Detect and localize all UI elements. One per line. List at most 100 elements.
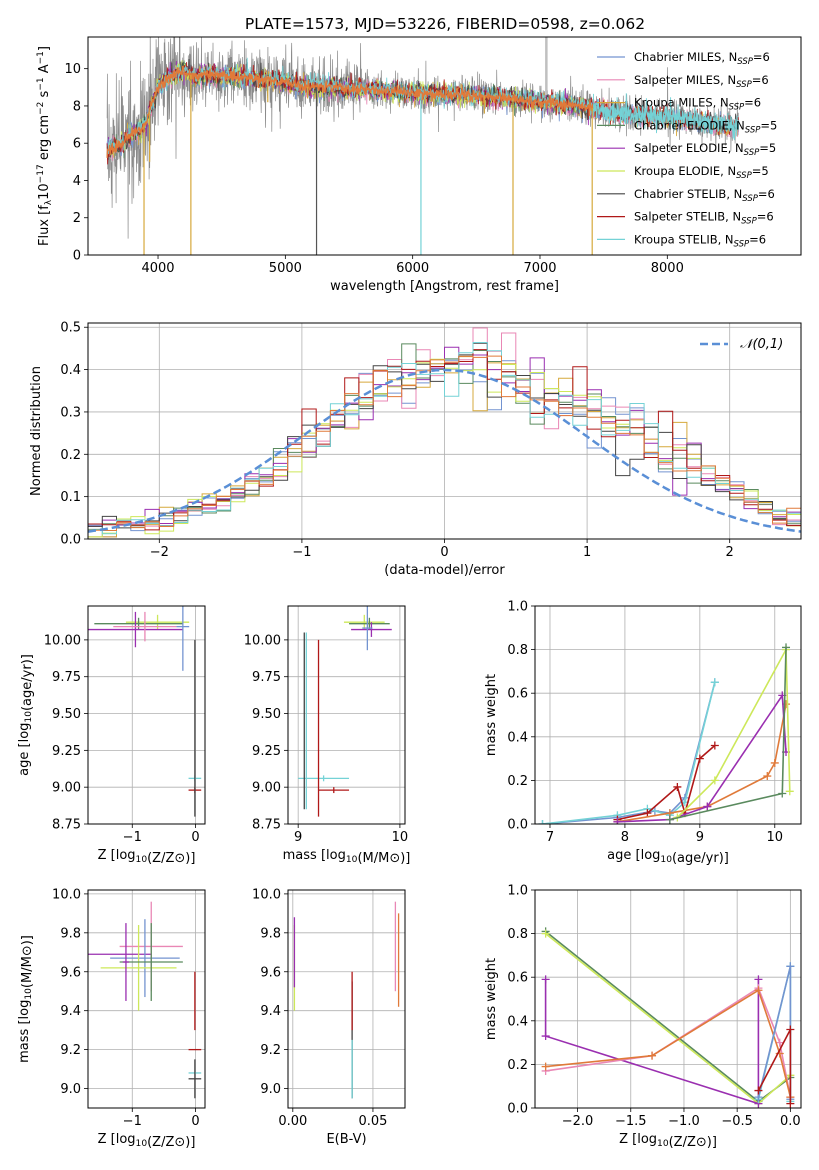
- data-point-marker: [754, 1086, 763, 1095]
- x-tick-label: −0.5: [721, 1114, 753, 1129]
- y-tick-label: 0.0: [507, 1102, 528, 1117]
- mass-weight-line: [676, 646, 791, 819]
- x-tick-label: 0.00: [278, 1114, 307, 1129]
- y-tick-label: 8: [73, 99, 81, 114]
- data-point-marker: [782, 643, 791, 652]
- histogram-step-salpeter_stelib: [88, 349, 801, 531]
- y-tick-label: 0.8: [507, 643, 528, 658]
- data-point-marker: [648, 1051, 657, 1060]
- mass-weight-line: [542, 682, 716, 824]
- x-tick-label: 8000: [651, 261, 684, 276]
- y-tick-label: 9.25: [252, 744, 281, 759]
- axis-label: mass [log10(M/M⊙)]: [283, 848, 411, 866]
- y-tick-label: 9.25: [52, 744, 81, 759]
- y-tick-label: 1.0: [507, 884, 528, 899]
- data-point-marker: [643, 809, 652, 818]
- plot-area: [88, 327, 801, 538]
- data-point-marker: [695, 754, 704, 763]
- x-tick-label: −2: [150, 545, 169, 560]
- legend-label: Chabrier STELIB, NSSP=6: [634, 187, 775, 204]
- axes-frame: [534, 605, 802, 825]
- model-tail-line: [593, 93, 740, 141]
- x-tick-label: 9: [696, 830, 704, 845]
- axis-label: Z [log10(Z/Z⊙)]: [619, 1132, 717, 1150]
- y-tick-label: 9.50: [252, 707, 281, 722]
- axes-frame: [87, 889, 206, 1109]
- y-tick-label: 6: [73, 137, 81, 152]
- data-point-marker: [613, 817, 622, 824]
- data-point-marker: [754, 986, 763, 995]
- data-point-marker: [763, 772, 772, 781]
- y-tick-label: 9.2: [260, 1043, 281, 1058]
- y-tick-label: 0.1: [60, 490, 81, 505]
- axes-frame: [534, 889, 802, 1109]
- data-point-marker: [786, 1025, 795, 1034]
- x-tick-label: −1: [292, 545, 311, 560]
- axes-frame: [287, 889, 406, 1109]
- legend-label: Chabrier ELODIE, NSSP=5: [634, 118, 777, 135]
- y-tick-label: 0.2: [507, 1058, 528, 1073]
- x-tick-label: −2.0: [562, 1114, 594, 1129]
- x-tick-label: 0.05: [358, 1114, 387, 1129]
- data-point-marker: [703, 802, 712, 811]
- x-tick-label: 4000: [141, 261, 174, 276]
- axes-frame: [287, 605, 406, 825]
- data-point-marker: [754, 975, 763, 984]
- x-tick-label: 10: [392, 830, 409, 845]
- plot-area: [293, 901, 400, 1099]
- y-tick-label: 4: [73, 174, 81, 189]
- weight-vs-age-panel: 7 8 9 10 0.0 0.2 0.4 0.6 0.8 1.0 age [log10(age/yr…: [484, 600, 802, 866]
- legend-label: Chabrier MILES, NSSP=6: [634, 50, 770, 67]
- data-point-marker: [538, 820, 547, 824]
- y-tick-label: 0.4: [507, 730, 528, 745]
- axis-label: Normed distribution: [29, 366, 44, 496]
- data-point-marker: [786, 1099, 795, 1108]
- x-tick-label: 1: [583, 545, 591, 560]
- histogram-step-kroupa_stelib: [88, 342, 801, 535]
- y-tick-label: 0: [73, 249, 81, 264]
- spectrum-panel: 4000 5000 6000 7000 8000 0 2 4 6 8 10 wavelength [A…: [36, 36, 802, 294]
- y-tick-label: 10: [64, 62, 81, 77]
- x-tick-label: −1: [123, 830, 142, 845]
- x-tick-label: −1.5: [615, 1114, 647, 1129]
- residuals-panel: −2 −1 0 1 2 0.0 0.1 0.2 0.3 0.4 0.5 (data-model)/er…: [29, 321, 802, 578]
- y-tick-label: 9.0: [260, 1082, 281, 1097]
- data-point-marker: [786, 962, 795, 971]
- y-tick-label: 0.6: [507, 971, 528, 986]
- axis-label: mass weight: [484, 674, 499, 756]
- gridlines: [288, 890, 405, 1108]
- y-tick-label: 0.2: [507, 774, 528, 789]
- x-tick-label: 6000: [396, 261, 429, 276]
- data-point-marker: [770, 758, 779, 767]
- y-tick-label: 0.0: [60, 533, 81, 548]
- y-tick-label: 9.6: [260, 965, 281, 980]
- data-point-marker: [673, 782, 682, 791]
- y-tick-label: 2: [73, 211, 81, 226]
- axis-label: mass [log10(M/M⊙)]: [17, 935, 35, 1063]
- data-point-marker: [541, 929, 550, 938]
- mass-weight-line: [617, 703, 787, 823]
- y-tick-label: 9.50: [52, 707, 81, 722]
- y-tick-label: 9.0: [60, 1082, 81, 1097]
- axes-frame: [87, 605, 206, 825]
- y-tick-label: 0.6: [507, 687, 528, 702]
- legend-label: Salpeter ELODIE, NSSP=5: [634, 141, 776, 158]
- y-tick-label: 9.75: [52, 670, 81, 685]
- data-point-marker: [710, 741, 719, 750]
- y-tick-label: 9.8: [260, 926, 281, 941]
- x-tick-label: 8: [621, 830, 629, 845]
- y-axis-label: Flux [fλ10−17 erg cm−2 s−1 A−1]: [36, 46, 54, 246]
- legend-label: Salpeter STELIB, NSSP=6: [634, 210, 774, 227]
- y-tick-label: 0.5: [60, 321, 81, 336]
- x-tick-label: 9: [294, 830, 302, 845]
- x-tick-label: 0: [191, 1114, 199, 1129]
- age-vs-Z-panel: −1 0 8.75 9.00 9.25 9.50 9.75 10.00 Z [log10(Z/Z…: [17, 605, 206, 866]
- y-tick-label: 9.4: [60, 1004, 81, 1019]
- x-tick-label: −1: [123, 1114, 142, 1129]
- legend-label: 𝒩(0,1): [740, 337, 783, 352]
- legend-label: Kroupa MILES, NSSP=6: [634, 96, 761, 113]
- x-tick-label: 10: [767, 830, 784, 845]
- plot-area: [541, 927, 795, 1108]
- y-tick-label: 0.0: [507, 818, 528, 833]
